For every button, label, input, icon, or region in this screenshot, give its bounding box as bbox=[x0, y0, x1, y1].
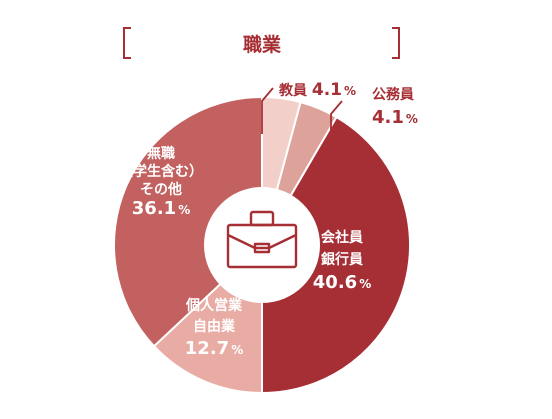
slice-unit-1: % bbox=[406, 112, 418, 126]
slice-label-0: 教員 4.1% bbox=[279, 80, 356, 100]
slice-name-1-0: 公務員 bbox=[372, 86, 414, 103]
slice-label-4: 36.1% bbox=[132, 198, 190, 219]
slice-name-3-0: 個人営業 bbox=[185, 297, 243, 314]
briefcase-icon bbox=[226, 210, 298, 269]
slice-name-0: 教員 bbox=[279, 82, 312, 99]
slice-value-4: 36.1 bbox=[132, 198, 176, 219]
slice-label-1: 4.1% bbox=[372, 107, 418, 128]
slice-value-1: 4.1 bbox=[372, 107, 404, 128]
slice-name-4-0: 無職 bbox=[147, 145, 175, 162]
pie-slice-4 bbox=[112, 95, 263, 348]
slice-unit-3: % bbox=[231, 343, 243, 357]
chart-title: 職業 bbox=[243, 33, 282, 56]
slice-label-2: 40.6% bbox=[313, 272, 371, 293]
title-bracket-right bbox=[392, 27, 400, 59]
leader-line-0 bbox=[261, 87, 274, 134]
slice-name-2-1: 銀行員 bbox=[321, 251, 363, 268]
pie-slice-2 bbox=[261, 115, 411, 395]
slice-name-3-1: 自由業 bbox=[193, 318, 236, 335]
slice-value-2: 40.6 bbox=[313, 272, 357, 293]
slice-name-2-0: 会社員 bbox=[321, 229, 363, 246]
slice-unit-0: % bbox=[344, 84, 356, 98]
slice-name-4-2: その他 bbox=[140, 181, 182, 198]
slice-name-4-1: （学生含む） bbox=[119, 163, 203, 180]
pie-slices bbox=[112, 95, 411, 395]
leader-line-1 bbox=[330, 100, 343, 139]
title-bracket-left bbox=[123, 27, 131, 59]
slice-unit-2: % bbox=[359, 277, 371, 291]
briefcase-handle bbox=[249, 210, 275, 227]
slice-unit-4: % bbox=[178, 203, 190, 217]
briefcase-flap bbox=[227, 233, 297, 250]
slice-value-0: 4.1 bbox=[312, 80, 342, 100]
chart-title-group: 職業 bbox=[123, 27, 400, 59]
briefcase-clasp bbox=[253, 242, 271, 254]
slice-label-3: 12.7% bbox=[185, 338, 243, 359]
slice-value-3: 12.7 bbox=[185, 338, 229, 359]
